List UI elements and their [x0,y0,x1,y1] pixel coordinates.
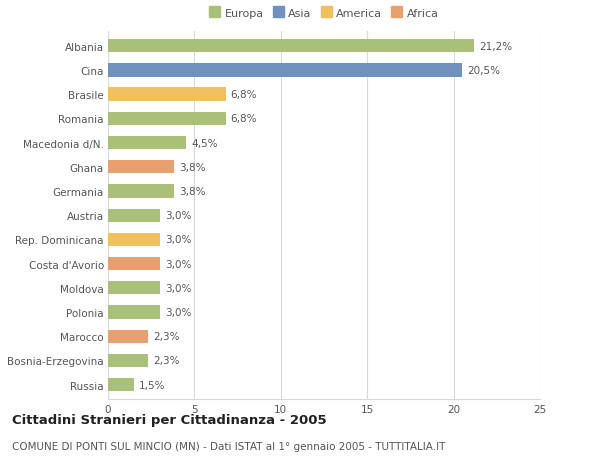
Bar [108,161,173,174]
Legend: Europa, Asia, America, Africa: Europa, Asia, America, Africa [209,9,439,19]
Bar [108,112,226,126]
Bar [108,378,134,392]
Text: COMUNE DI PONTI SUL MINCIO (MN) - Dati ISTAT al 1° gennaio 2005 - TUTTITALIA.IT: COMUNE DI PONTI SUL MINCIO (MN) - Dati I… [12,441,445,451]
Bar [108,40,475,53]
Text: 3,0%: 3,0% [165,259,191,269]
Text: 20,5%: 20,5% [467,66,500,76]
Bar [108,233,160,246]
Text: 3,0%: 3,0% [165,308,191,317]
Bar [108,64,462,78]
Text: 3,8%: 3,8% [179,162,205,173]
Text: 3,8%: 3,8% [179,186,205,196]
Bar [108,185,173,198]
Bar [108,330,148,343]
Text: 6,8%: 6,8% [230,90,257,100]
Text: 4,5%: 4,5% [191,138,217,148]
Bar [108,257,160,271]
Text: 3,0%: 3,0% [165,211,191,221]
Bar [108,88,226,101]
Bar [108,354,148,367]
Bar [108,137,186,150]
Text: 3,0%: 3,0% [165,283,191,293]
Bar [108,306,160,319]
Text: 21,2%: 21,2% [479,42,512,51]
Text: 6,8%: 6,8% [230,114,257,124]
Text: 2,3%: 2,3% [153,331,179,341]
Text: 2,3%: 2,3% [153,356,179,366]
Bar [108,209,160,222]
Bar [108,281,160,295]
Text: 3,0%: 3,0% [165,235,191,245]
Text: 1,5%: 1,5% [139,380,166,390]
Text: Cittadini Stranieri per Cittadinanza - 2005: Cittadini Stranieri per Cittadinanza - 2… [12,413,326,426]
